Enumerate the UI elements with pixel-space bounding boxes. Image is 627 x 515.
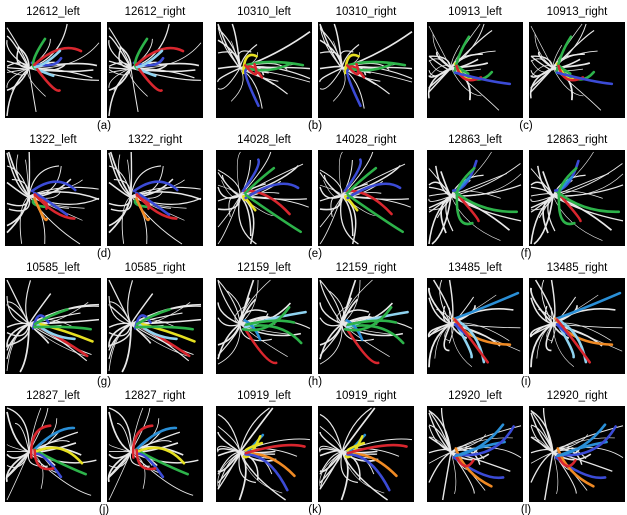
right-title: 13485_right bbox=[547, 262, 609, 274]
right-title: 10585_right bbox=[125, 262, 187, 274]
right-title: 12920_right bbox=[547, 390, 609, 402]
right-title: 12863_right bbox=[547, 134, 609, 146]
panel-caption: (j) bbox=[99, 504, 109, 515]
left-title: 12612_left bbox=[26, 6, 81, 18]
right-title: 12612_right bbox=[125, 6, 187, 18]
retina-image bbox=[107, 406, 203, 502]
panel-caption: (h) bbox=[308, 376, 322, 388]
right-title: 12159_right bbox=[336, 262, 398, 274]
left-title: 12827_left bbox=[26, 390, 81, 402]
panel-caption: (l) bbox=[521, 504, 531, 515]
left-title: 1322_left bbox=[29, 134, 77, 146]
left-title: 10310_left bbox=[237, 6, 292, 18]
right-title: 10913_right bbox=[547, 6, 609, 18]
right-title: 10310_right bbox=[336, 6, 398, 18]
left-title: 12863_left bbox=[448, 134, 503, 146]
panel-caption: (d) bbox=[97, 248, 111, 260]
right-title: 12827_right bbox=[125, 390, 187, 402]
retina-image bbox=[5, 150, 101, 246]
left-title: 13485_left bbox=[448, 262, 503, 274]
retina-image bbox=[5, 406, 101, 502]
panel-caption: (f) bbox=[521, 248, 532, 260]
left-title: 12920_left bbox=[448, 390, 503, 402]
panel-caption: (b) bbox=[308, 120, 322, 132]
left-title: 14028_left bbox=[237, 134, 292, 146]
panel-caption: (c) bbox=[519, 120, 533, 132]
panel-caption: (a) bbox=[97, 120, 111, 132]
panel-caption: (k) bbox=[308, 504, 322, 515]
left-title: 10919_left bbox=[237, 390, 292, 402]
left-title: 10913_left bbox=[448, 6, 503, 18]
figure: 12612_left 12612_right (a) 10310_left 10310_… bbox=[0, 0, 627, 515]
right-title: 14028_right bbox=[336, 134, 398, 146]
panel-caption: (e) bbox=[308, 248, 322, 260]
panel-caption: (g) bbox=[97, 376, 111, 388]
right-title: 1322_right bbox=[128, 134, 183, 146]
left-title: 10585_left bbox=[26, 262, 81, 274]
left-title: 12159_left bbox=[237, 262, 292, 274]
panel-caption: (i) bbox=[521, 376, 531, 388]
retina-image bbox=[107, 150, 203, 246]
right-title: 10919_right bbox=[336, 390, 398, 402]
